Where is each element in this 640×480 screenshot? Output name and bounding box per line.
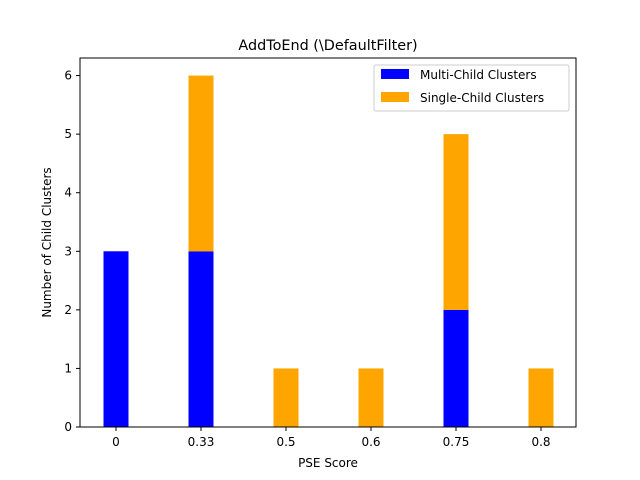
bar-single-child-0.6 — [358, 368, 384, 427]
bars-layer — [103, 75, 554, 427]
legend-label-multi-child: Multi-Child Clusters — [420, 68, 537, 82]
y-tick-label: 0 — [64, 420, 72, 434]
bar-single-child-0.8 — [528, 368, 554, 427]
bar-single-child-0.75 — [443, 134, 469, 310]
x-tick-label: 0.75 — [443, 435, 470, 449]
y-tick-label: 4 — [64, 186, 72, 200]
legend: Multi-Child Clusters Single-Child Cluste… — [373, 64, 570, 112]
bar-multi-child-0.33 — [188, 251, 214, 427]
x-tick-label: 0.6 — [361, 435, 380, 449]
x-axis: 0 0.33 0.5 0.6 0.75 0.8 — [112, 427, 551, 449]
y-tick-label: 1 — [64, 361, 72, 375]
bar-multi-child-0 — [103, 251, 129, 427]
x-tick-label: 0 — [112, 435, 120, 449]
x-tick-label: 0.8 — [531, 435, 550, 449]
x-tick-label: 0.5 — [276, 435, 295, 449]
plot-frame — [79, 57, 577, 428]
legend-label-single-child: Single-Child Clusters — [420, 91, 544, 105]
y-tick-label: 6 — [64, 69, 72, 83]
y-tick-label: 5 — [64, 127, 72, 141]
y-tick-label: 3 — [64, 244, 72, 258]
x-axis-label: PSE Score — [298, 456, 358, 470]
chart-title: AddToEnd (\DefaultFilter) — [238, 38, 417, 54]
y-axis-label: Number of Child Clusters — [40, 167, 54, 317]
bar-multi-child-0.75 — [443, 309, 469, 427]
legend-box — [373, 64, 570, 112]
legend-swatch-multi-child — [381, 69, 409, 79]
x-tick-label: 0.33 — [188, 435, 215, 449]
y-tick-label: 2 — [64, 303, 72, 317]
y-axis: 0 1 2 3 4 5 6 — [64, 69, 80, 434]
bar-single-child-0.5 — [273, 368, 299, 427]
legend-swatch-single-child — [381, 92, 409, 102]
bar-single-child-0.33 — [188, 75, 214, 252]
